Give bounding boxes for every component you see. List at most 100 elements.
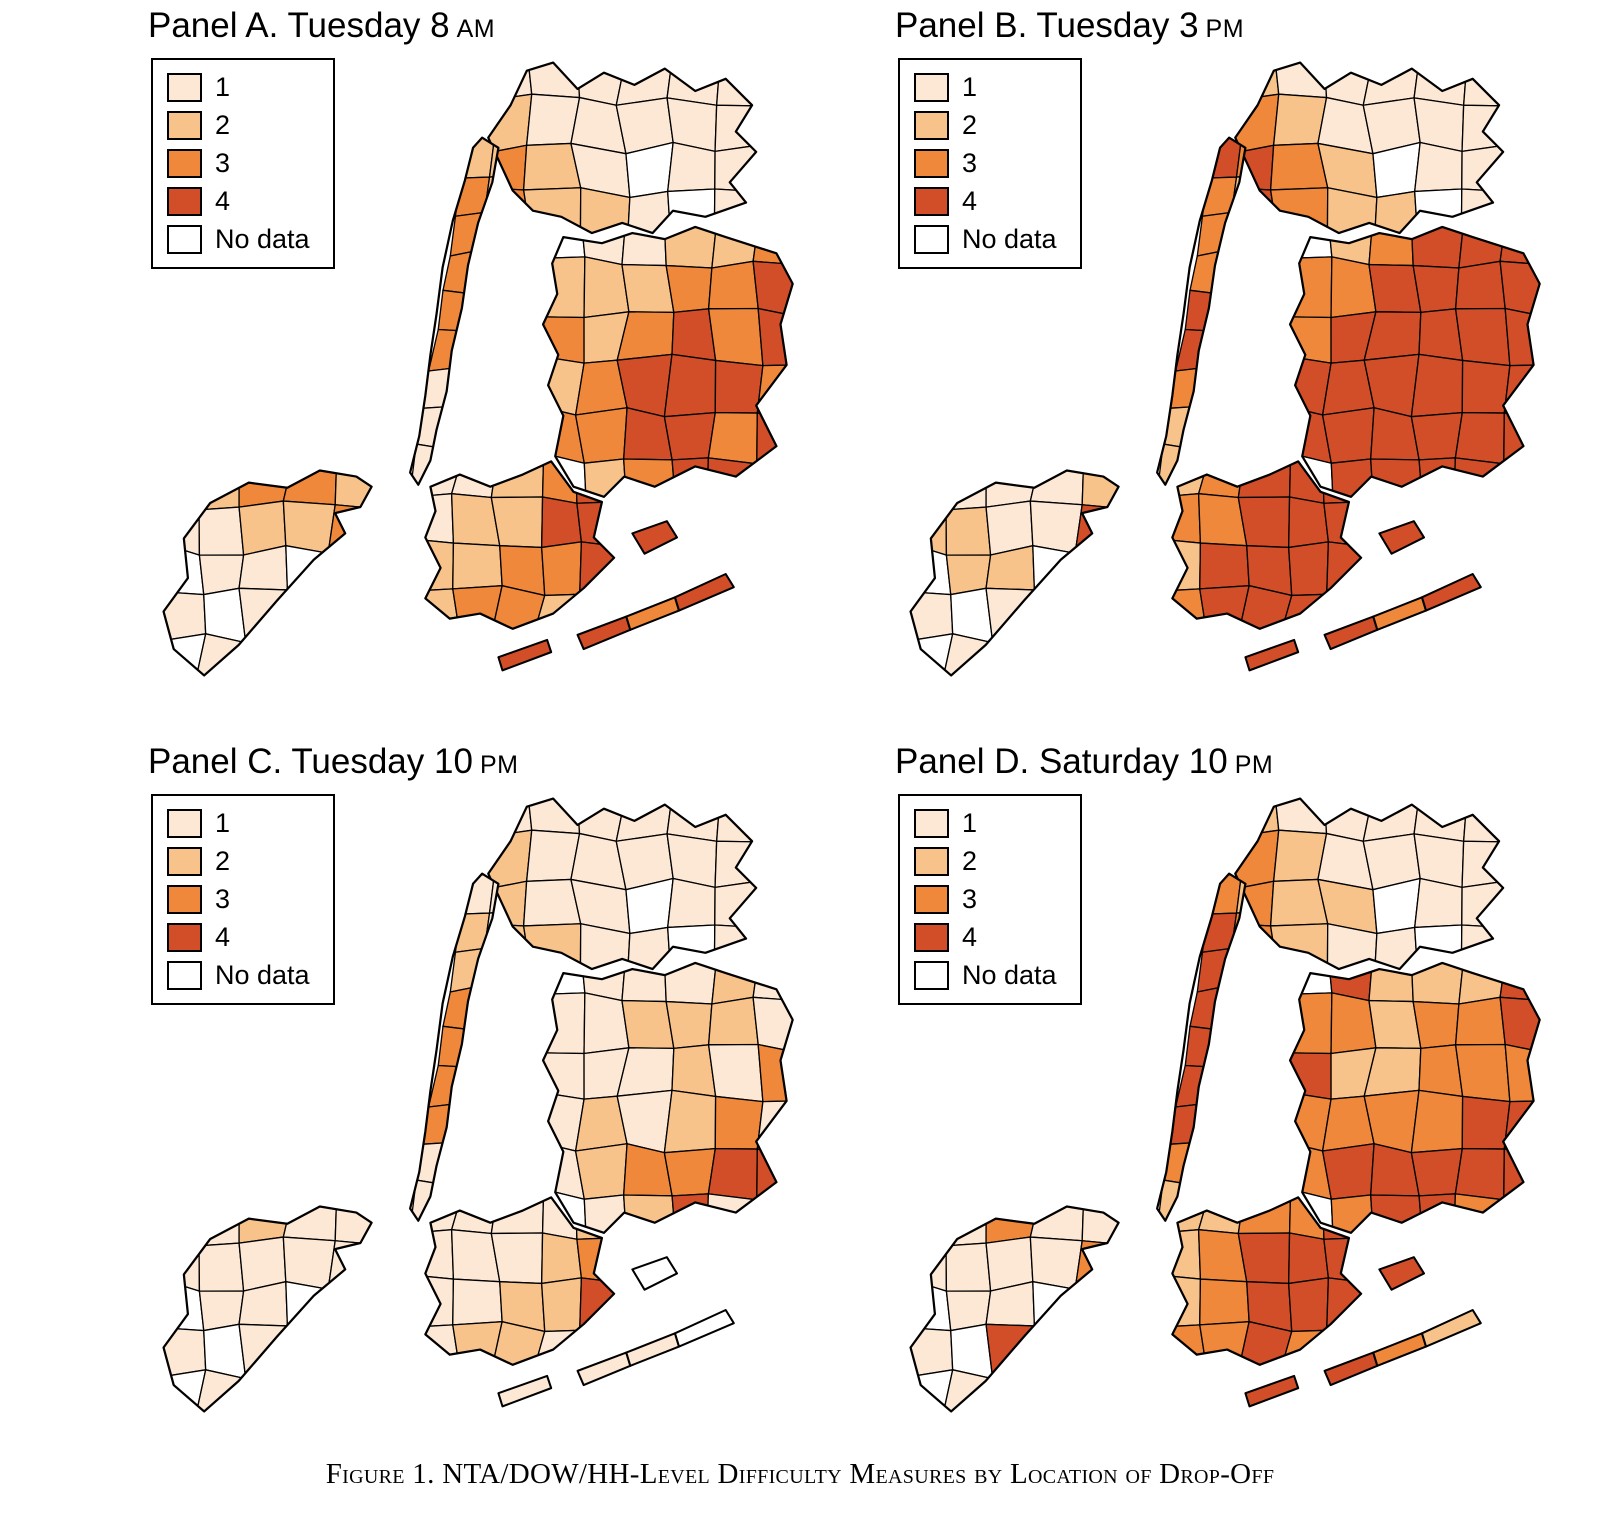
legend-swatch-1	[167, 73, 202, 103]
legend-swatch-1	[914, 73, 949, 103]
map-region-cell-staten	[163, 1244, 201, 1293]
panel-b-title: Panel B. Tuesday 3 PM	[895, 6, 1567, 46]
map-region-cell-staten	[1033, 589, 1085, 635]
map-region-rockaway	[497, 639, 553, 672]
legend-row-3: 3	[167, 885, 317, 915]
panel-b-legend: 1 2 3 4 No data	[898, 58, 1082, 270]
legend-row-4: 4	[167, 187, 317, 217]
map-region-cell-brooklyn	[1287, 1277, 1330, 1333]
legend-row-4: 4	[914, 923, 1064, 953]
map-region-cell-queens	[1499, 451, 1540, 498]
legend-label: No data	[215, 224, 310, 255]
borough-outline-manhattan	[1156, 872, 1247, 1223]
map-region-cell-staten	[198, 1206, 240, 1247]
map-region-cell-manhattan	[437, 1025, 472, 1069]
map-region-cell-bronx	[713, 924, 757, 970]
map-region-cell-brooklyn	[1237, 1197, 1292, 1235]
map-region-rockaway	[1420, 573, 1482, 612]
map-region-cell-staten	[286, 1325, 338, 1371]
map-region-cell-brooklyn	[1198, 1321, 1250, 1366]
map-region-cell-staten	[1081, 1206, 1119, 1246]
map-region-cell-manhattan	[1217, 986, 1246, 1031]
map-region-cell-manhattan	[464, 293, 498, 333]
map-region-cell-queens	[663, 1089, 717, 1154]
map-region-cell-queens	[574, 407, 628, 465]
panel-d: Panel D. Saturday 10 PM 1 2 3 4 No data	[862, 742, 1567, 1434]
map-region-cell-queens	[1504, 1043, 1540, 1103]
map-region-cell-staten	[1033, 631, 1085, 676]
map-region-cell-queens	[1321, 1143, 1375, 1201]
map-region-cell-staten	[1079, 1368, 1119, 1412]
panel-c-legend: 1 2 3 4 No data	[151, 794, 335, 1006]
map-region-cell-brooklyn	[1287, 541, 1330, 597]
map-region-cell-staten	[286, 589, 338, 635]
map-region-cell-manhattan	[1184, 1025, 1219, 1069]
map-region-cell-queens	[711, 227, 760, 270]
borough-outline-manhattan	[409, 872, 500, 1223]
panel-c-title-text: Panel C. Tuesday 10	[148, 742, 473, 781]
map-region-rockaway	[625, 596, 681, 632]
map-region-cell-bronx	[615, 62, 674, 107]
panel-c-title: Panel C. Tuesday 10 PM	[148, 742, 820, 782]
map-region-cell-bronx	[1374, 190, 1419, 234]
legend-row-4: 4	[914, 186, 1064, 217]
borough-outline-manhattan	[409, 136, 500, 487]
panel-a-meridiem: AM	[456, 15, 496, 43]
map-region-cell-queens	[1412, 265, 1460, 314]
legend-row-4: 4	[167, 923, 317, 953]
legend-row-3: 3	[167, 149, 317, 179]
panel-b-meridiem: PM	[1205, 15, 1245, 43]
map-region-cell-brooklyn	[1237, 1232, 1291, 1285]
choropleth-map-panel-d	[909, 797, 1541, 1413]
map-region-cell-queens	[1290, 256, 1333, 319]
legend-label: 1	[962, 808, 978, 839]
legend-row-1: 1	[167, 73, 317, 103]
map-region-cell-staten	[1029, 500, 1083, 555]
map-region-cell-manhattan	[437, 289, 472, 333]
map-region-cell-bronx	[1273, 798, 1328, 835]
map-region-cell-queens	[1412, 1001, 1460, 1050]
map-region-cell-staten	[163, 1206, 200, 1247]
map-region-cell-queens	[1368, 264, 1422, 314]
map-region-rockaway	[1420, 1309, 1482, 1348]
map-region-cell-brooklyn	[1287, 1232, 1330, 1285]
map-region-cell-brooklyn	[425, 1324, 462, 1366]
map-region-cell-queens	[1454, 260, 1506, 310]
map-region-cell-brooklyn	[452, 1278, 503, 1326]
map-region-cell-staten	[163, 1369, 207, 1412]
map-region-cell-manhattan	[1211, 293, 1245, 333]
map-region-cell-bronx	[1461, 104, 1504, 153]
map-region-cell-brooklyn	[1199, 1278, 1250, 1326]
map-region-cell-staten	[910, 1206, 947, 1247]
map-region-cell-queens	[1410, 1148, 1464, 1197]
panel-d-legend: 1 2 3 4 No data	[898, 794, 1082, 1006]
map-region-cell-queens	[757, 1043, 793, 1103]
map-region-cell-queens	[1290, 992, 1333, 1055]
legend-swatch-2	[167, 111, 202, 141]
legend-row-no-data: No data	[914, 961, 1064, 991]
borough-outline-bronx	[1234, 797, 1505, 971]
map-region-rockaway	[1372, 596, 1428, 632]
map-region-cell-queens	[1368, 1000, 1422, 1050]
legend-swatch-2	[914, 847, 949, 877]
map-region-rockaway	[673, 1309, 735, 1348]
legend-row-2: 2	[914, 111, 1064, 141]
panel-b-map-area: 1 2 3 4 No data	[862, 48, 1567, 698]
panel-d-title-text: Panel D. Saturday 10	[895, 742, 1228, 781]
map-region-cell-queens	[663, 353, 717, 418]
legend-row-2: 2	[167, 111, 317, 141]
map-region-cell-staten	[286, 1367, 338, 1412]
legend-label: 4	[962, 186, 978, 217]
map-region-cell-queens	[671, 457, 710, 498]
map-region-cell-queens	[1454, 412, 1505, 465]
map-region-cell-staten	[945, 506, 992, 557]
legend-swatch-3	[167, 885, 202, 915]
map-region-cell-queens	[1418, 457, 1457, 498]
map-region-cell-staten	[332, 632, 372, 676]
map-region-cell-queens	[1410, 353, 1464, 418]
map-region-cell-queens	[1503, 364, 1540, 417]
map-region-cell-manhattan	[1196, 1103, 1232, 1146]
map-region-cell-manhattan	[449, 1103, 485, 1146]
map-region-cell-staten	[285, 545, 338, 595]
map-region-cell-staten	[245, 631, 297, 676]
